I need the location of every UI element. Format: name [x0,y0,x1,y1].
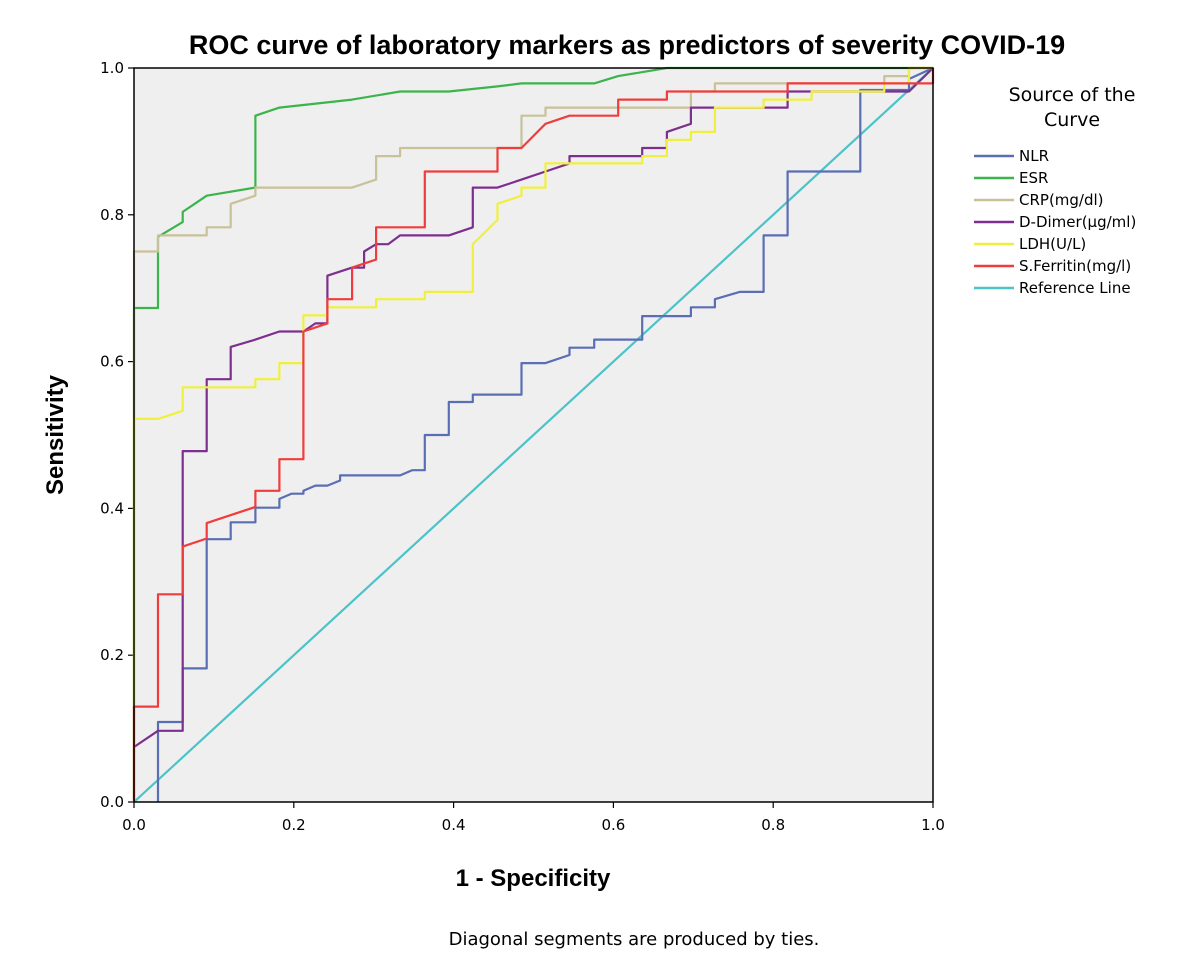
legend-label: ESR [1019,169,1048,187]
legend-title-line-1: Source of the [1009,84,1136,106]
x-tick-label: 0.4 [442,816,466,834]
legend-label: Reference Line [1019,279,1131,297]
legend: Source of the Curve NLR ESR CRP(mg/dl) D-Di… [974,84,1136,297]
y-axis-title: Sensitivity [42,374,69,495]
legend-label: NLR [1019,147,1049,165]
plot-frame [133,67,934,803]
series-line-s-ferritin-mg-l [132,68,935,802]
x-axis-ticks: 0.0 0.2 0.4 0.6 0.8 1.0 [122,802,945,834]
y-tick-label: 0.6 [100,353,124,371]
y-tick-label: 0.8 [100,206,124,224]
y-tick-label: 0.0 [100,793,124,811]
series-line-nlr [156,67,934,802]
x-tick-label: 0.8 [761,816,785,834]
x-tick-label: 0.6 [601,816,625,834]
legend-entries: NLR ESR CRP(mg/dl) D-Dimer(µg/ml) LDH(U/L) S.… [974,147,1136,297]
roc-curves [132,66,935,803]
legend-title-line-2: Curve [1044,109,1100,131]
series-line-d-dimer-g-ml [133,67,934,748]
y-tick-label: 0.2 [100,646,124,664]
y-tick-label: 0.4 [100,499,124,517]
x-tick-label: 0.0 [122,816,146,834]
series-line-reference-line [133,67,934,803]
footnote: Diagonal segments are produced by ties. [449,929,820,950]
legend-label: LDH(U/L) [1019,235,1086,253]
legend-label: S.Ferritin(mg/l) [1019,257,1131,275]
series-line-ldh-u-l [132,66,933,802]
legend-label: D-Dimer(µg/ml) [1019,213,1136,231]
x-tick-label: 1.0 [921,816,945,834]
chart-title: ROC curve of laboratory markers as predi… [189,30,1065,60]
legend-label: CRP(mg/dl) [1019,191,1104,209]
y-tick-label: 1.0 [100,59,124,77]
x-axis-title: 1 - Specificity [456,865,611,892]
x-tick-label: 0.2 [282,816,306,834]
